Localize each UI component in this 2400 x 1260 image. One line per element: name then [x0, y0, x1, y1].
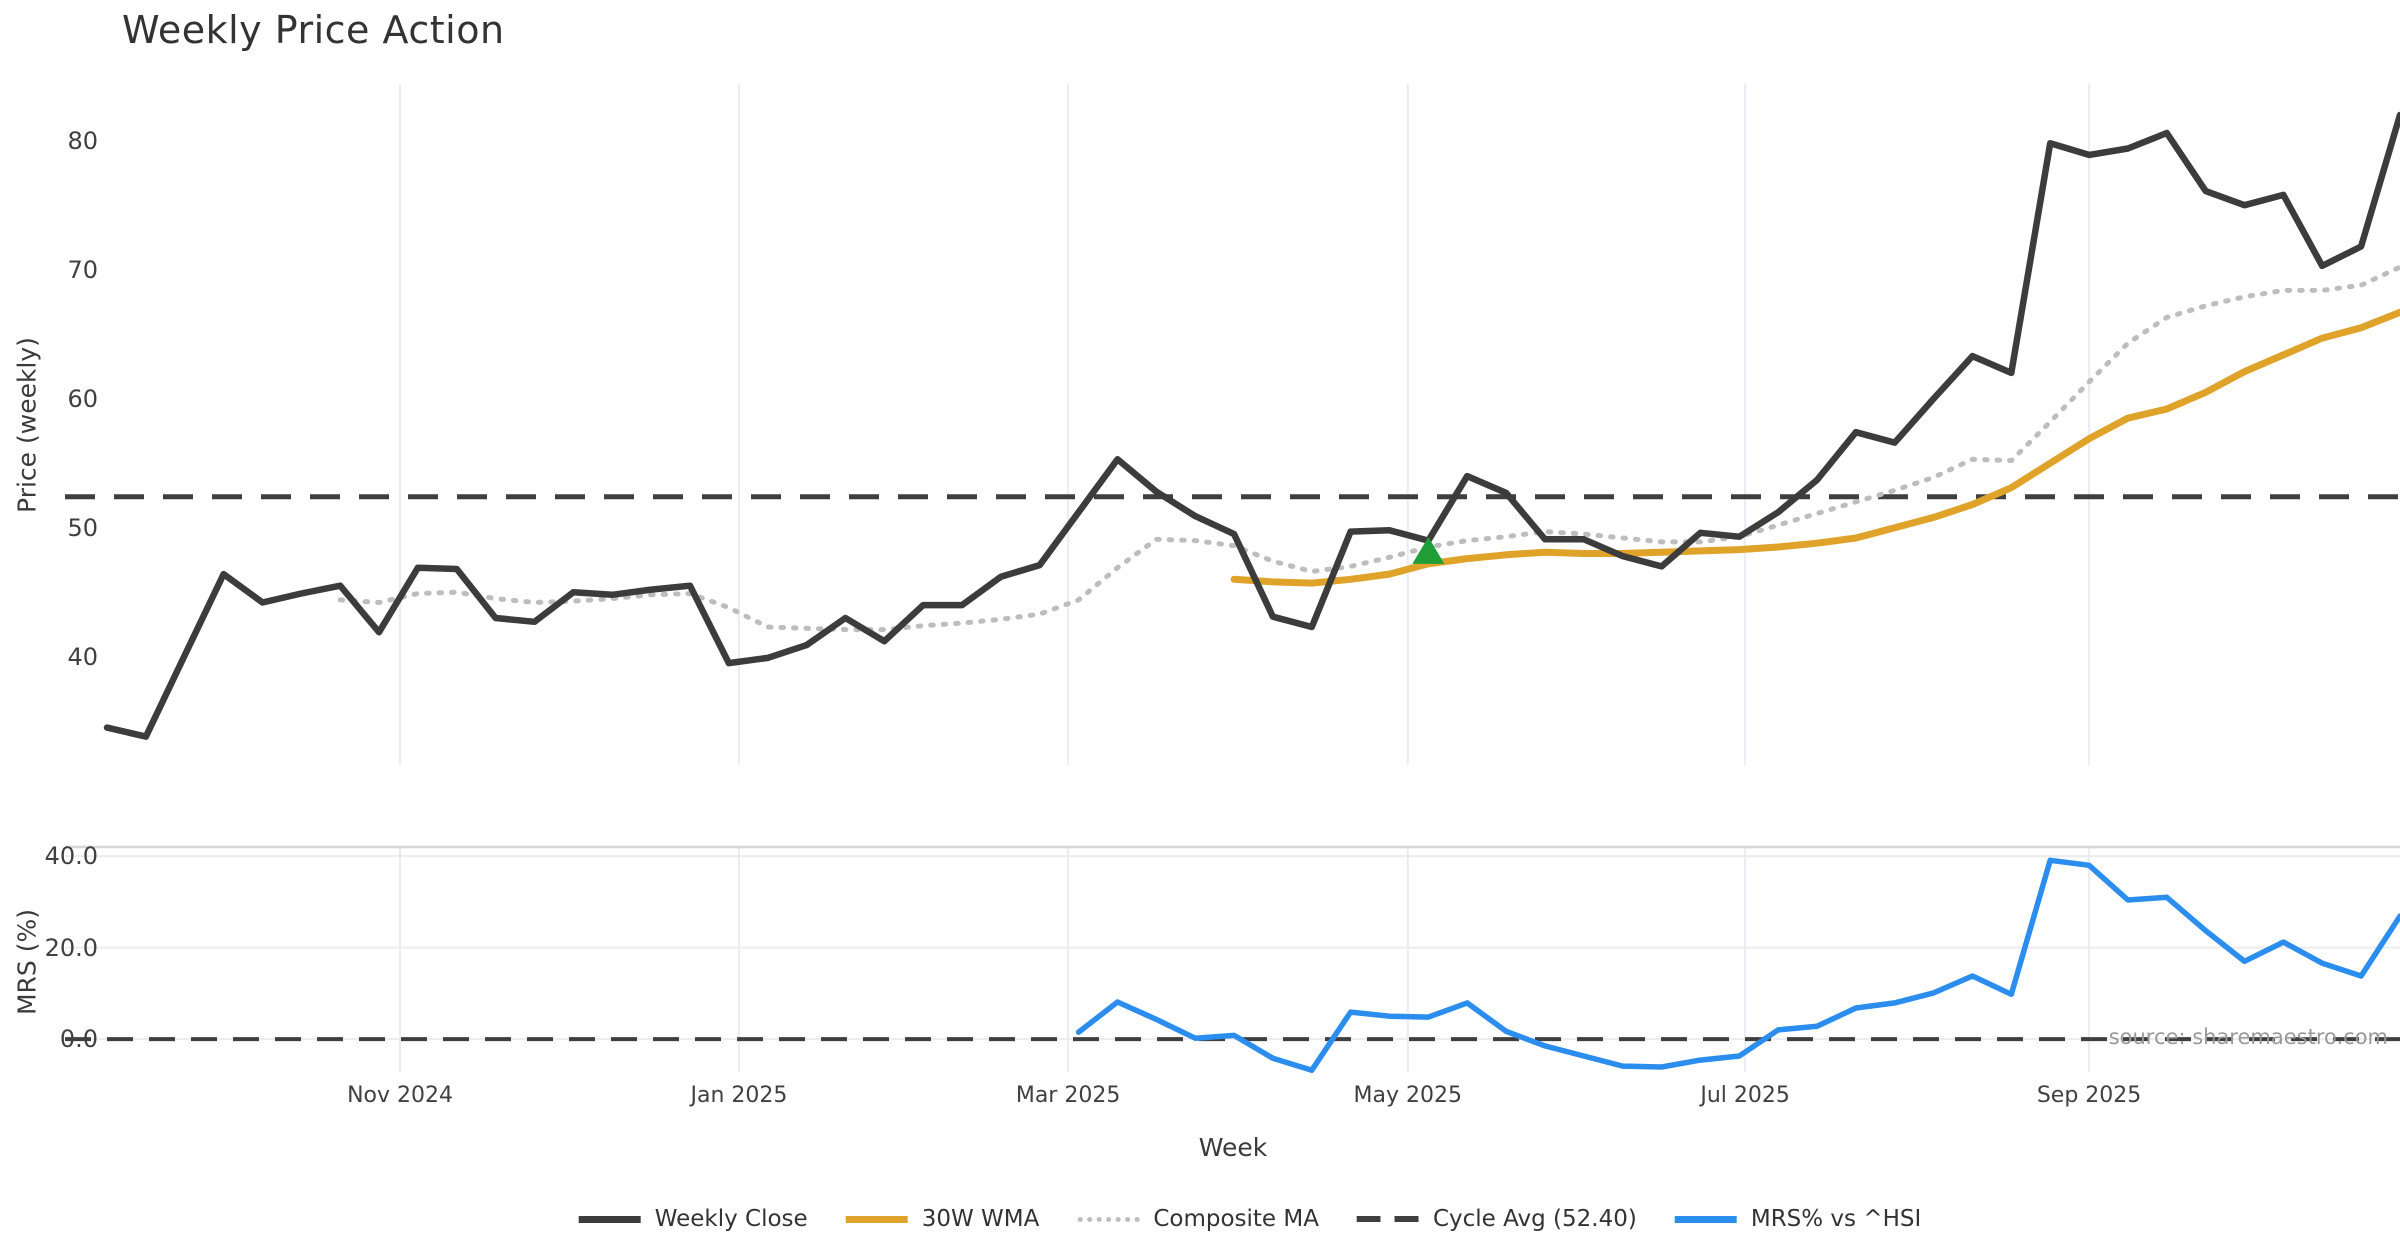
legend-swatch-dashed-icon [1356, 1216, 1419, 1222]
legend-item: 30W WMA [845, 1206, 1040, 1232]
legend-item: Composite MA [1077, 1206, 1319, 1232]
legend: Weekly Close 30W WMA Composite MA Cycle Avg… [578, 1206, 1922, 1232]
legend-label: Composite MA [1153, 1206, 1319, 1232]
price-axis-label: Price (weekly) [12, 337, 42, 513]
price-tick-label: 80 [67, 126, 98, 155]
mrs-axis-label: MRS (%) [12, 908, 42, 1016]
wma-line [1230, 308, 2400, 587]
buy-signal-marker [1412, 536, 1445, 564]
legend-item: MRS% vs ^HSI [1674, 1206, 1922, 1232]
legend-item: Weekly Close [578, 1206, 808, 1232]
legend-item: Cycle Avg (52.40) [1356, 1206, 1637, 1232]
legend-label: MRS% vs ^HSI [1750, 1206, 1922, 1232]
mrs-tick-label: 0.0 [59, 1025, 98, 1054]
month-tick-label: Jul 2025 [1700, 1083, 1790, 1108]
month-tick-label: May 2025 [1353, 1083, 1462, 1108]
composite-ma-line [337, 264, 2400, 633]
legend-swatch-solid-icon [1674, 1215, 1737, 1223]
watermark: source: sharemaestro.com [2108, 1025, 2388, 1049]
mrs-tick-label: 20.0 [44, 933, 98, 962]
mrs-line [1075, 857, 2400, 1073]
month-tick-label: Mar 2025 [1015, 1083, 1121, 1108]
price-tick-label: 70 [67, 255, 98, 284]
legend-swatch-solid-icon [578, 1215, 641, 1223]
month-tick-label: Jan 2025 [690, 1083, 788, 1108]
price-tick-label: 40 [67, 642, 98, 671]
x-axis-label: Week [1198, 1133, 1268, 1162]
month-tick-label: Sep 2025 [2036, 1083, 2142, 1108]
price-tick-label: 60 [67, 384, 98, 413]
month-tick-label: Nov 2024 [347, 1083, 453, 1108]
legend-label: Cycle Avg (52.40) [1432, 1206, 1637, 1232]
legend-label: 30W WMA [921, 1206, 1040, 1232]
page-title: Weekly Price Action [122, 8, 505, 52]
legend-label: Weekly Close [654, 1206, 808, 1232]
legend-swatch-dotted-icon [1077, 1216, 1140, 1222]
weekly-close-line [103, 111, 2400, 740]
price-tick-label: 50 [67, 513, 98, 542]
legend-swatch-solid-icon [845, 1215, 908, 1223]
mrs-tick-label: 40.0 [44, 842, 98, 871]
